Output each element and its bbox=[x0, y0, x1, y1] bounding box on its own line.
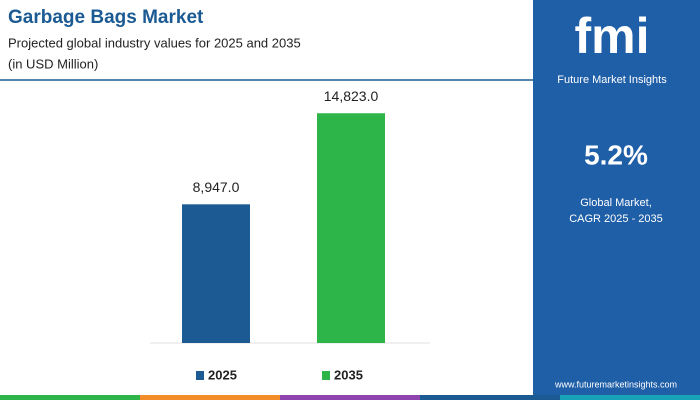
side-panel bbox=[533, 0, 700, 395]
stripe bbox=[0, 395, 140, 400]
website: www.futuremarketinsights.com bbox=[554, 379, 677, 389]
legend-swatch bbox=[322, 371, 330, 380]
cagr-value: 5.2% bbox=[584, 139, 648, 170]
stripe bbox=[420, 395, 560, 400]
stripe bbox=[140, 395, 280, 400]
stripe bbox=[280, 395, 420, 400]
unit-note: (in USD Million) bbox=[8, 56, 98, 71]
bar bbox=[182, 204, 250, 343]
logo: fmi bbox=[575, 8, 650, 64]
data-label: 14,823.0 bbox=[324, 88, 379, 104]
data-label: 8,947.0 bbox=[193, 179, 240, 195]
chart-subtitle: Projected global industry values for 202… bbox=[8, 35, 301, 50]
brand: Future Market Insights bbox=[557, 74, 667, 86]
stripe bbox=[560, 395, 700, 400]
caption: CAGR 2025 - 2035 bbox=[569, 213, 663, 225]
legend-label: 2035 bbox=[334, 367, 363, 382]
caption: Global Market, bbox=[580, 197, 652, 209]
legend-label: 2025 bbox=[208, 367, 237, 382]
chart-title: Garbage Bags Market bbox=[8, 7, 204, 28]
legend-swatch bbox=[196, 371, 204, 380]
bar bbox=[317, 113, 385, 343]
